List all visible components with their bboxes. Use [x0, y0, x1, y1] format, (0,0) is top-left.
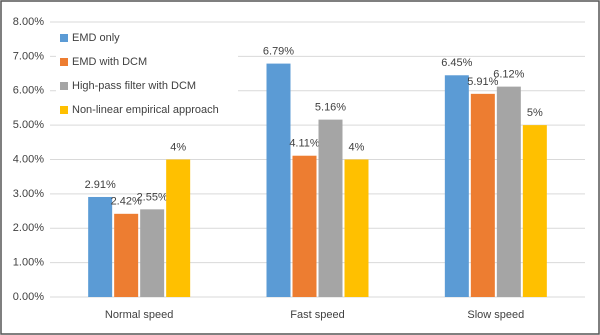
x-tick-label: Slow speed	[467, 309, 524, 321]
data-label: 5.16%	[315, 102, 346, 114]
bar	[344, 159, 369, 297]
bar	[266, 63, 291, 297]
y-tick-label: 6.00%	[13, 85, 44, 97]
bar	[292, 155, 317, 297]
bar	[470, 93, 495, 297]
x-tick-label: Normal speed	[105, 309, 173, 321]
bar	[444, 75, 469, 297]
data-label: 5.91%	[467, 76, 498, 88]
data-label: 4.11%	[289, 138, 320, 150]
bar	[88, 196, 113, 297]
legend-label: High-pass filter with DCM	[72, 80, 196, 92]
y-tick-label: 5.00%	[13, 119, 44, 131]
y-tick-label: 2.00%	[13, 222, 44, 234]
data-label: 2.55%	[137, 191, 168, 203]
y-tick-label: 7.00%	[13, 50, 44, 62]
bar	[166, 159, 191, 297]
data-label: 6.12%	[493, 69, 524, 81]
legend-label: EMD with DCM	[72, 56, 147, 68]
data-label: 4%	[170, 141, 186, 153]
y-tick-label: 3.00%	[13, 188, 44, 200]
y-tick-label: 4.00%	[13, 153, 44, 165]
bar	[522, 125, 547, 297]
data-label: 6.79%	[263, 46, 294, 58]
bar	[318, 119, 343, 297]
y-tick-label: 1.00%	[13, 257, 44, 269]
legend-swatch	[60, 106, 68, 114]
legend-swatch	[60, 34, 68, 42]
data-label: 5%	[527, 107, 543, 119]
y-tick-label: 8.00%	[13, 16, 44, 28]
legend-swatch	[60, 58, 68, 66]
y-tick-label: 0.00%	[13, 291, 44, 303]
legend-label: Non-linear empirical approach	[72, 104, 219, 116]
bar	[140, 209, 165, 297]
legend-label: EMD only	[72, 32, 120, 44]
legend-swatch	[60, 82, 68, 90]
legend-box	[56, 24, 238, 122]
data-label: 2.91%	[85, 179, 116, 191]
data-label: 6.45%	[441, 57, 472, 69]
data-label: 2.42%	[111, 196, 142, 208]
bar	[114, 213, 139, 297]
data-label: 4%	[349, 141, 365, 153]
x-tick-label: Fast speed	[290, 309, 344, 321]
bar	[496, 86, 521, 297]
